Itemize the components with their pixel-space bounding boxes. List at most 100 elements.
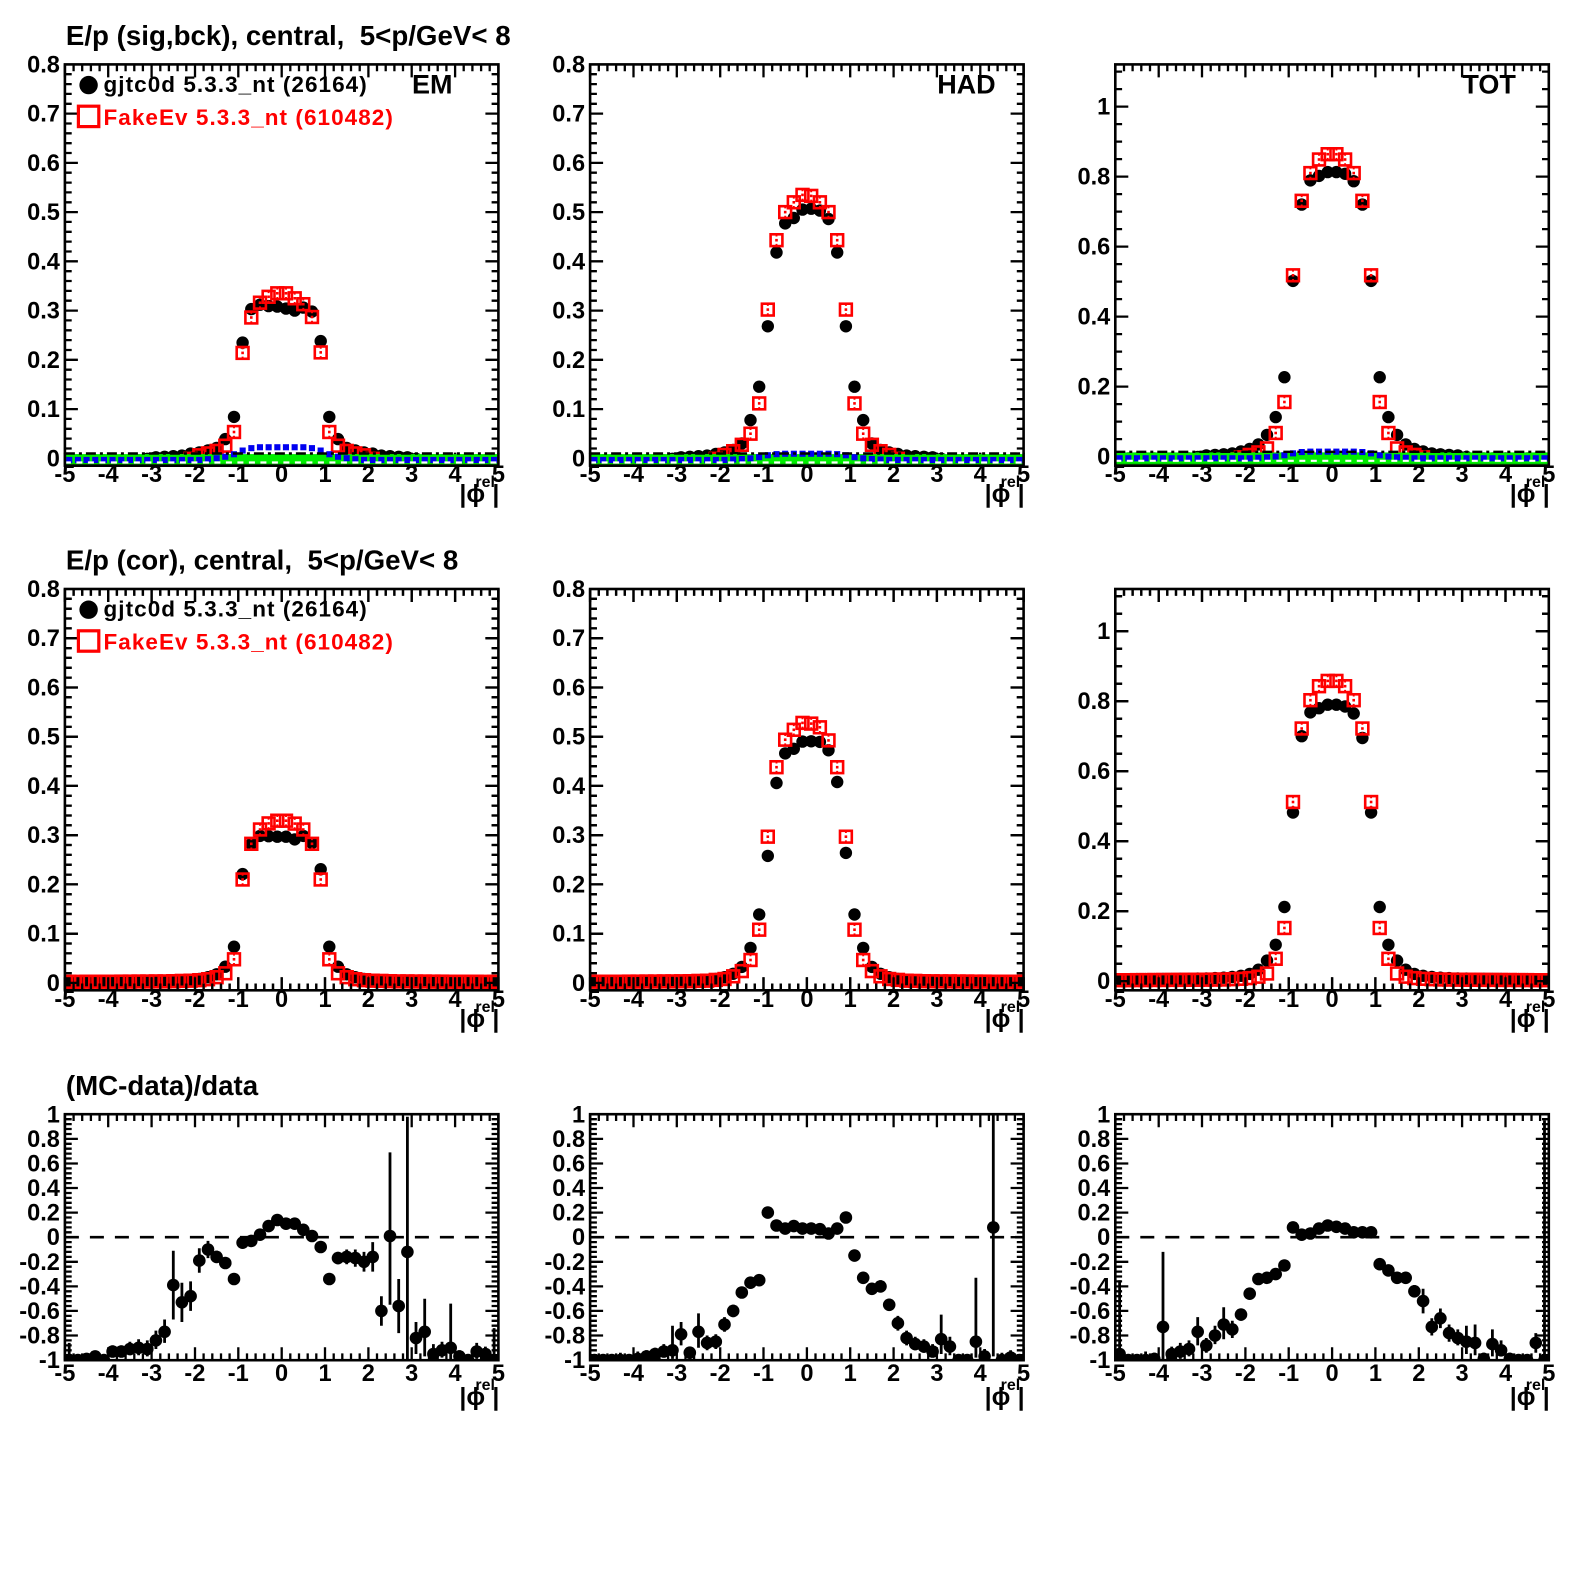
svg-text:0.7: 0.7 — [552, 626, 585, 652]
svg-text:-1: -1 — [564, 1348, 585, 1374]
svg-text:-0.4: -0.4 — [19, 1274, 60, 1300]
svg-text:0.3: 0.3 — [27, 823, 60, 849]
svg-text:0.4: 0.4 — [552, 249, 585, 275]
svg-text:-1: -1 — [1089, 1348, 1110, 1374]
svg-text:0.3: 0.3 — [552, 823, 585, 849]
svg-text:1: 1 — [318, 462, 331, 488]
svg-text:-1: -1 — [1278, 987, 1299, 1013]
svg-text:5: 5 — [492, 987, 505, 1013]
svg-text:-2: -2 — [1235, 1361, 1256, 1387]
svg-text:|: | — [492, 1005, 499, 1033]
svg-text:2: 2 — [887, 462, 900, 488]
svg-text:-5: -5 — [54, 462, 75, 488]
svg-text:-5: -5 — [54, 987, 75, 1013]
svg-text:rel: rel — [1526, 1377, 1546, 1394]
svg-text:-4: -4 — [623, 1361, 644, 1387]
svg-text:0.8: 0.8 — [27, 52, 60, 78]
svg-text:2: 2 — [887, 987, 900, 1013]
svg-text:-0.2: -0.2 — [544, 1250, 585, 1276]
svg-text:0.2: 0.2 — [27, 348, 60, 374]
svg-text:0: 0 — [47, 971, 60, 997]
svg-text:|: | — [1543, 1383, 1550, 1411]
svg-text:0.4: 0.4 — [1077, 829, 1110, 855]
svg-text:|: | — [1543, 480, 1550, 508]
svg-text:1: 1 — [318, 1361, 331, 1387]
svg-text:0: 0 — [572, 1225, 585, 1251]
svg-text:0.6: 0.6 — [27, 1152, 60, 1178]
svg-text:-1: -1 — [753, 987, 774, 1013]
svg-text:3: 3 — [405, 1361, 418, 1387]
svg-text:-1: -1 — [1278, 1361, 1299, 1387]
svg-text:0.6: 0.6 — [552, 1152, 585, 1178]
svg-text:3: 3 — [1456, 462, 1469, 488]
svg-text:0.1: 0.1 — [27, 922, 60, 948]
svg-text:0.2: 0.2 — [552, 348, 585, 374]
svg-text:0.6: 0.6 — [1077, 759, 1110, 785]
svg-text:-0.6: -0.6 — [544, 1299, 585, 1325]
svg-text:|: | — [492, 480, 499, 508]
svg-text:2: 2 — [1412, 987, 1425, 1013]
svg-text:1: 1 — [318, 987, 331, 1013]
svg-text:EM: EM — [412, 70, 453, 100]
svg-text:0.4: 0.4 — [27, 249, 60, 275]
svg-text:0: 0 — [572, 446, 585, 472]
svg-text:-4: -4 — [98, 987, 119, 1013]
svg-text:1: 1 — [844, 462, 857, 488]
svg-text:-1: -1 — [228, 462, 249, 488]
svg-text:5: 5 — [1542, 1361, 1555, 1387]
svg-text:-5: -5 — [580, 987, 601, 1013]
svg-text:0: 0 — [800, 987, 813, 1013]
svg-text:0: 0 — [800, 462, 813, 488]
svg-text:3: 3 — [405, 987, 418, 1013]
svg-text:0.4: 0.4 — [552, 1176, 585, 1202]
svg-text:0.3: 0.3 — [27, 299, 60, 325]
svg-text:0: 0 — [1097, 445, 1110, 471]
svg-text:0.4: 0.4 — [552, 774, 585, 800]
svg-text:1: 1 — [1369, 1361, 1382, 1387]
svg-text:0.4: 0.4 — [1077, 1176, 1110, 1202]
svg-text:0: 0 — [275, 987, 288, 1013]
svg-text:FakeEv 5.3.3_nt (610482): FakeEv 5.3.3_nt (610482) — [104, 105, 394, 130]
svg-text:|ϕ: |ϕ — [1510, 1005, 1536, 1033]
svg-text:|: | — [492, 1383, 499, 1411]
svg-text:1: 1 — [844, 1361, 857, 1387]
svg-text:3: 3 — [1456, 1361, 1469, 1387]
svg-text:rel: rel — [1001, 474, 1021, 491]
svg-text:rel: rel — [1001, 1377, 1021, 1394]
svg-text:0: 0 — [800, 1361, 813, 1387]
svg-text:5: 5 — [1542, 462, 1555, 488]
svg-text:-1: -1 — [753, 1361, 774, 1387]
svg-text:2: 2 — [362, 987, 375, 1013]
svg-text:-3: -3 — [141, 987, 162, 1013]
svg-text:0.8: 0.8 — [552, 52, 585, 78]
svg-text:0.8: 0.8 — [27, 577, 60, 603]
svg-text:2: 2 — [362, 1361, 375, 1387]
svg-text:rel: rel — [1526, 999, 1546, 1016]
svg-text:4: 4 — [1499, 1361, 1512, 1387]
svg-text:|: | — [1018, 480, 1025, 508]
svg-text:0.1: 0.1 — [27, 397, 60, 423]
svg-text:0.1: 0.1 — [552, 922, 585, 948]
svg-text:0.8: 0.8 — [1077, 165, 1110, 191]
svg-text:rel: rel — [475, 474, 495, 491]
svg-text:0: 0 — [1326, 462, 1339, 488]
svg-text:0.5: 0.5 — [27, 725, 60, 751]
svg-text:0: 0 — [1097, 1225, 1110, 1251]
svg-text:0.2: 0.2 — [27, 1201, 60, 1227]
svg-text:-0.8: -0.8 — [544, 1324, 585, 1350]
svg-text:1: 1 — [572, 1102, 585, 1128]
svg-text:E/p (sig,bck), central, 5<p/G: E/p (sig,bck), central, 5<p/GeV< 8 — [66, 20, 511, 51]
svg-text:-2: -2 — [1235, 987, 1256, 1013]
svg-text:|: | — [1018, 1383, 1025, 1411]
svg-text:-4: -4 — [98, 462, 119, 488]
svg-text:2: 2 — [1412, 1361, 1425, 1387]
svg-text:-4: -4 — [1148, 1361, 1169, 1387]
svg-text:5: 5 — [492, 1361, 505, 1387]
svg-text:0.4: 0.4 — [27, 1176, 60, 1202]
svg-text:-0.8: -0.8 — [1070, 1324, 1111, 1350]
svg-text:-5: -5 — [1105, 1361, 1126, 1387]
svg-text:-5: -5 — [54, 1361, 75, 1387]
svg-text:0: 0 — [1097, 969, 1110, 995]
svg-text:-1: -1 — [228, 1361, 249, 1387]
svg-text:2: 2 — [887, 1361, 900, 1387]
